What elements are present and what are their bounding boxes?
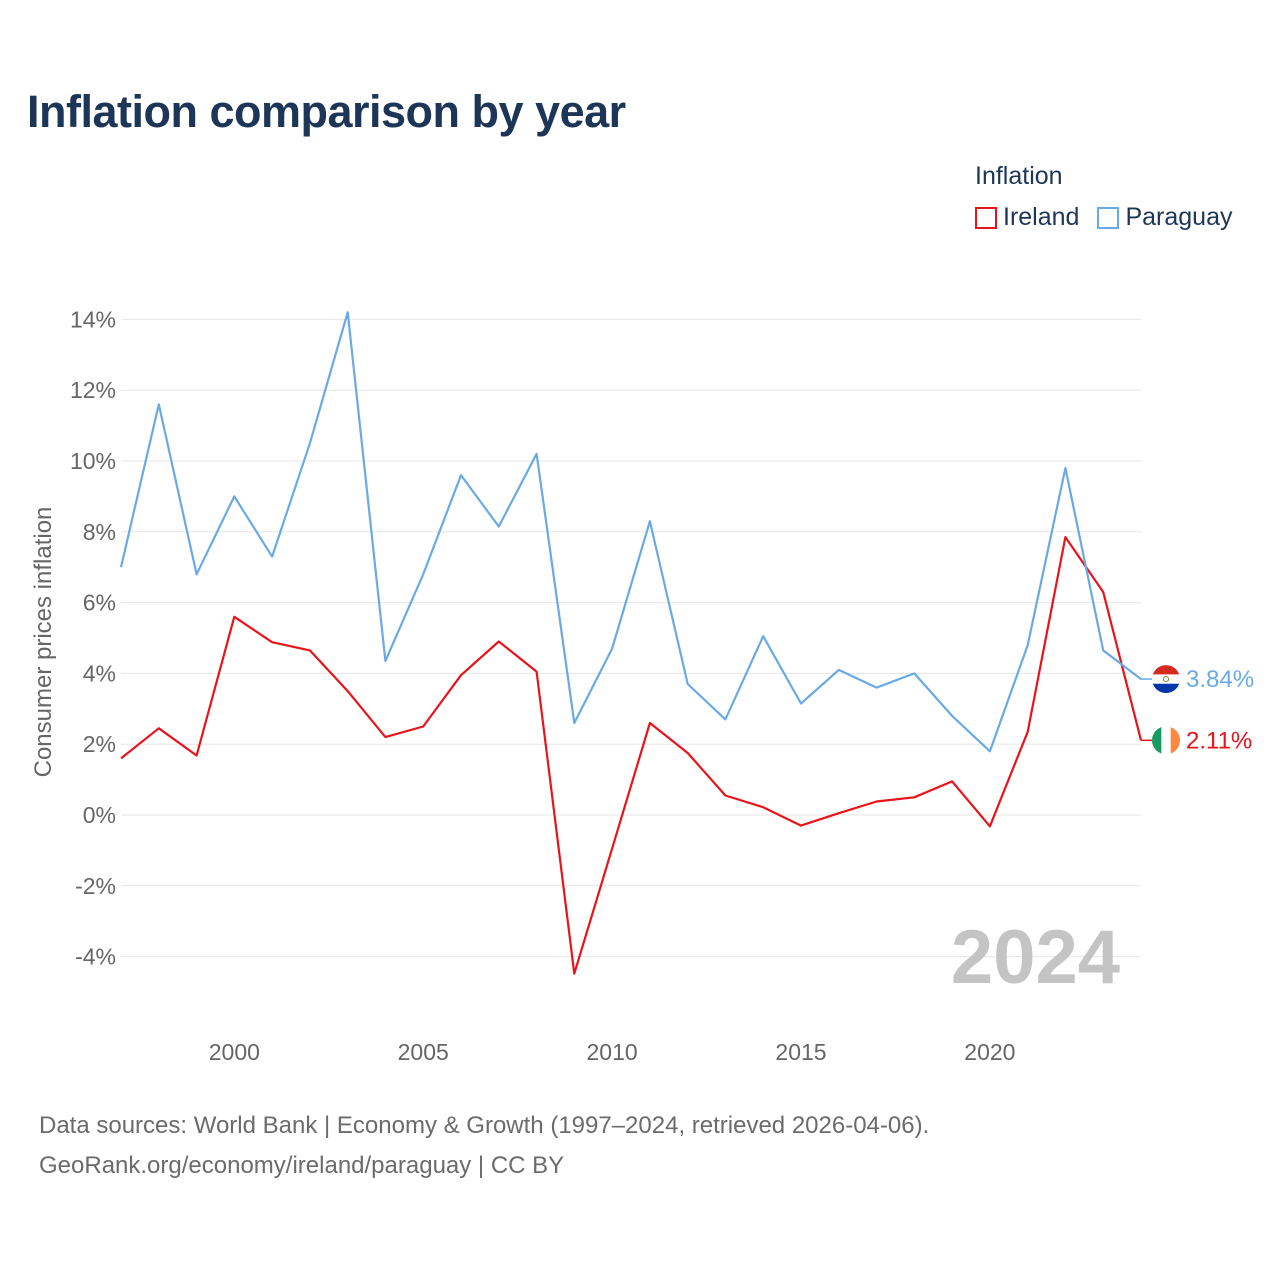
y-axis-ticks: -4% -2% 0% 2% 4% 6% 8% 10% 12% 14%: [70, 306, 116, 969]
y-tick-label: 0%: [83, 802, 116, 828]
gridlines: [121, 318, 1141, 958]
x-tick-label: 2005: [398, 1039, 449, 1065]
legend-swatch-ireland: [975, 206, 997, 229]
y-tick-label: -2%: [75, 873, 116, 899]
x-tick-label: 2020: [964, 1039, 1015, 1065]
y-tick-label: 2%: [83, 731, 116, 757]
flag-paraguay-icon: [1152, 665, 1180, 694]
end-value-label-paraguay: 3.84%: [1186, 666, 1254, 693]
legend: Inflation Ireland Paraguay: [975, 162, 1232, 232]
series-end-markers: 2.11% 3.84%: [1141, 665, 1254, 755]
legend-label-paraguay: Paraguay: [1125, 203, 1233, 231]
x-tick-label: 2000: [209, 1039, 260, 1065]
legend-swatch-paraguay: [1097, 206, 1120, 229]
y-tick-label: 4%: [83, 660, 116, 686]
series-lines: [119, 311, 1143, 975]
source-line-2[interactable]: GeoRank.org/economy/ireland/paraguay | C…: [39, 1152, 565, 1179]
legend-item-ireland[interactable]: Ireland: [975, 203, 1079, 232]
y-axis-label: Consumer prices inflation: [30, 507, 57, 778]
y-tick-label: 10%: [70, 448, 116, 474]
source-note: Data sources: World Bank | Economy & Gro…: [39, 1106, 929, 1186]
y-tick-label: 6%: [83, 590, 116, 616]
legend-title: Inflation: [975, 162, 1063, 190]
year-watermark: 2024: [951, 915, 1120, 1000]
end-value-label-ireland: 2.11%: [1186, 727, 1252, 754]
legend-label-ireland: Ireland: [1003, 203, 1080, 231]
source-line-1: Data sources: World Bank | Economy & Gro…: [39, 1112, 930, 1139]
y-tick-label: -4%: [75, 944, 116, 970]
x-tick-label: 2015: [775, 1039, 826, 1065]
chart-title: Inflation comparison by year: [27, 86, 626, 137]
y-tick-label: 12%: [70, 377, 116, 403]
legend-item-paraguay[interactable]: Paraguay: [1097, 203, 1232, 232]
flag-ireland-icon: [1152, 726, 1180, 755]
x-axis-ticks: 2000 2005 2010 2015 2020: [209, 1039, 1016, 1065]
x-tick-label: 2010: [587, 1039, 638, 1065]
y-tick-label: 8%: [83, 519, 116, 545]
series-line-paraguay[interactable]: [119, 311, 1142, 753]
series-line-ireland[interactable]: [120, 535, 1143, 975]
y-tick-label: 14%: [70, 306, 116, 332]
